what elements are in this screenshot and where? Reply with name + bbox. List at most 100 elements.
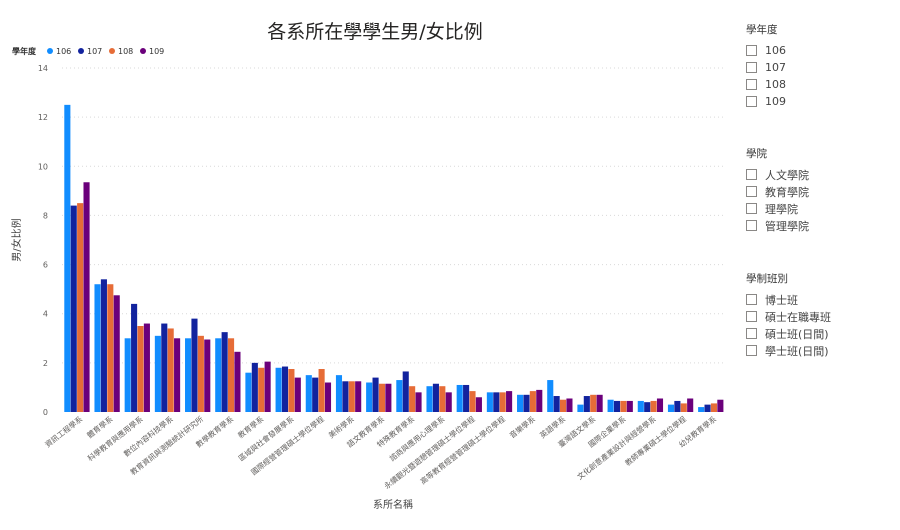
checkbox[interactable]	[746, 169, 757, 180]
bar-108[interactable]	[167, 328, 174, 412]
bar-109[interactable]	[626, 400, 633, 412]
checkbox[interactable]	[746, 186, 757, 197]
bar-107[interactable]	[251, 362, 258, 412]
bar-107[interactable]	[372, 377, 379, 412]
bar-107[interactable]	[613, 400, 621, 412]
bar-108[interactable]	[590, 394, 597, 412]
bar-107[interactable]	[493, 392, 500, 412]
bar-107[interactable]	[100, 279, 107, 412]
bar-108[interactable]	[137, 326, 144, 412]
slicer-option-108[interactable]: 108	[746, 76, 896, 93]
bar-107[interactable]	[342, 381, 349, 412]
bar-109[interactable]	[83, 182, 90, 412]
slicer-option-humanities[interactable]: 人文學院	[746, 166, 896, 183]
bar-106[interactable]	[577, 404, 584, 412]
bar-108[interactable]	[288, 369, 295, 412]
bar-109[interactable]	[174, 338, 181, 412]
legend-label[interactable]: 106	[56, 47, 71, 56]
bar-106[interactable]	[517, 394, 524, 412]
slicer-option-master-day[interactable]: 碩士班(日間)	[746, 325, 896, 342]
checkbox[interactable]	[746, 203, 757, 214]
bar-108[interactable]	[77, 203, 84, 412]
bar-109[interactable]	[355, 381, 362, 412]
bar-109[interactable]	[536, 389, 543, 412]
checkbox[interactable]	[746, 45, 757, 56]
bar-109[interactable]	[113, 295, 120, 412]
bar-108[interactable]	[228, 338, 235, 412]
bar-107[interactable]	[553, 396, 560, 412]
bar-109[interactable]	[234, 351, 241, 412]
bar-108[interactable]	[378, 383, 386, 412]
checkbox[interactable]	[746, 328, 757, 339]
bar-109[interactable]	[204, 339, 211, 412]
bar-106[interactable]	[426, 386, 433, 412]
bar-107[interactable]	[704, 404, 711, 412]
bar-106[interactable]	[456, 384, 463, 412]
checkbox[interactable]	[746, 311, 757, 322]
slicer-option-management[interactable]: 管理學院	[746, 217, 896, 234]
bar-107[interactable]	[523, 394, 530, 412]
legend-label[interactable]: 107	[87, 47, 102, 56]
bar-109[interactable]	[687, 398, 694, 412]
bar-107[interactable]	[583, 396, 590, 412]
bar-109[interactable]	[445, 392, 452, 412]
bar-106[interactable]	[607, 399, 614, 412]
bar-106[interactable]	[366, 382, 373, 412]
bar-109[interactable]	[385, 383, 392, 412]
slicer-option-inservice-master[interactable]: 碩士在職專班	[746, 308, 896, 325]
bar-106[interactable]	[305, 375, 312, 412]
bar-107[interactable]	[131, 303, 138, 412]
bar-106[interactable]	[486, 392, 493, 412]
bar-107[interactable]	[161, 323, 168, 412]
bar-108[interactable]	[409, 386, 416, 412]
slicer-option-107[interactable]: 107	[746, 59, 896, 76]
bar-109[interactable]	[143, 323, 150, 412]
bar-107[interactable]	[674, 400, 681, 412]
checkbox[interactable]	[746, 294, 757, 305]
bar-106[interactable]	[547, 380, 554, 412]
slicer-option-106[interactable]: 106	[746, 42, 896, 59]
bar-107[interactable]	[312, 377, 319, 412]
bar-107[interactable]	[644, 402, 651, 412]
bar-108[interactable]	[650, 400, 657, 412]
checkbox[interactable]	[746, 96, 757, 107]
checkbox[interactable]	[746, 79, 757, 90]
bar-106[interactable]	[124, 338, 131, 412]
bar-109[interactable]	[596, 394, 603, 412]
bar-108[interactable]	[469, 391, 476, 412]
bar-108[interactable]	[439, 386, 446, 412]
bar-106[interactable]	[245, 372, 252, 412]
bar-106[interactable]	[94, 284, 101, 412]
slicer-option-109[interactable]: 109	[746, 93, 896, 110]
bar-106[interactable]	[698, 407, 705, 412]
bar-109[interactable]	[324, 382, 332, 412]
bar-108[interactable]	[560, 399, 567, 412]
bar-106[interactable]	[185, 338, 192, 412]
bar-108[interactable]	[348, 381, 355, 412]
bar-109[interactable]	[506, 391, 513, 412]
checkbox[interactable]	[746, 345, 757, 356]
slicer-option-phd[interactable]: 博士班	[746, 291, 896, 308]
bar-107[interactable]	[281, 366, 289, 412]
bar-106[interactable]	[667, 404, 675, 412]
checkbox[interactable]	[746, 62, 757, 73]
bar-108[interactable]	[680, 403, 687, 412]
bar-109[interactable]	[566, 398, 573, 412]
legend-label[interactable]: 108	[118, 47, 133, 56]
bar-109[interactable]	[475, 397, 482, 412]
bar-108[interactable]	[197, 335, 204, 412]
bar-109[interactable]	[656, 398, 664, 412]
bar-108[interactable]	[620, 400, 627, 412]
bar-108[interactable]	[318, 369, 325, 412]
slicer-option-science[interactable]: 理學院	[746, 200, 896, 217]
bar-106[interactable]	[215, 338, 222, 412]
bar-108[interactable]	[710, 403, 718, 412]
bar-107[interactable]	[221, 332, 228, 412]
bar-108[interactable]	[499, 392, 506, 412]
bar-107[interactable]	[463, 384, 470, 412]
bar-109[interactable]	[415, 392, 422, 412]
bar-106[interactable]	[64, 104, 71, 413]
bar-108[interactable]	[529, 391, 536, 412]
bar-108[interactable]	[258, 367, 265, 412]
bar-107[interactable]	[191, 318, 198, 412]
